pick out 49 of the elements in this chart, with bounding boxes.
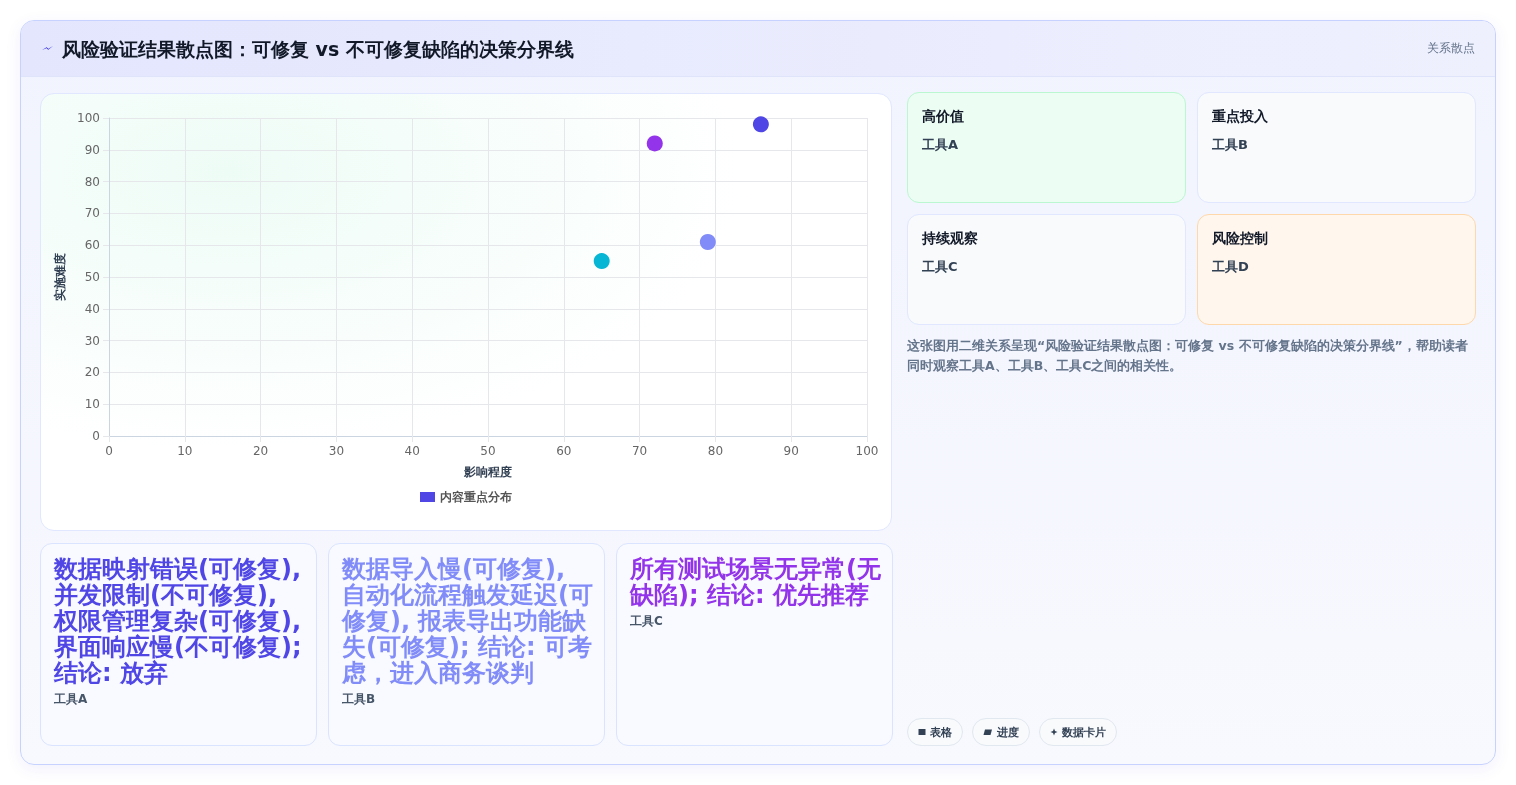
x-tick-label: 10 [177, 444, 193, 458]
text: 工具B [342, 691, 377, 707]
text: 风险控制 [1212, 230, 1268, 248]
point [646, 135, 663, 152]
x-tick-label: 100 [855, 444, 879, 458]
y-tick-label: 30 [84, 333, 100, 348]
point [699, 234, 716, 251]
text: 数据映射错误(可修复), 并发限制(不可修复), 权限管理复杂(可修复), 界面响应慢(不可修复); 结论: 放弃 [54, 555, 303, 687]
y-tick-label: 90 [84, 142, 100, 157]
text: 工具B [1212, 136, 1248, 154]
text: 高价值 [922, 108, 964, 126]
x-tick-label: 30 [328, 444, 345, 458]
x-tick-label: 20 [252, 444, 269, 458]
x-tick-label: 70 [631, 444, 648, 458]
text: 持续观察 [922, 230, 978, 248]
text: 工具C [922, 258, 958, 276]
y-axis-title: 实施难度 [53, 253, 68, 301]
x-tick-label: 60 [556, 444, 572, 458]
y-tick-label: 70 [84, 206, 100, 221]
text: 数据卡片 [1062, 724, 1106, 740]
y-tick-label: 60 [84, 238, 100, 253]
text: 工具D [1212, 258, 1249, 276]
y-tick-label: 80 [84, 174, 100, 189]
x-tick-label: 90 [783, 444, 799, 458]
y-tick-label: 40 [84, 301, 100, 316]
text: 重点投入 [1212, 108, 1268, 126]
text: 工具C [630, 613, 664, 629]
x-axis-title: 影响程度 [463, 465, 512, 479]
y-tick-label: 50 [84, 270, 100, 284]
text: 工具A [922, 136, 959, 154]
x-tick-label: 80 [707, 444, 724, 458]
text: 表格 [930, 724, 952, 740]
text: 工具A [54, 691, 89, 707]
x-tick-label: 0 [105, 444, 113, 458]
y-tick-label: 20 [84, 365, 100, 380]
point [593, 253, 610, 270]
text: 进度 [997, 724, 1019, 740]
text: 数据导入慢(可修复), 自动化流程触发延迟(可修复), 报表导出功能缺失(可修复); 结论: 可考虑，进入商务谈判 [342, 555, 594, 687]
y-tick-label: 100 [77, 111, 100, 125]
y-tick-label: 0 [92, 429, 100, 443]
y-tick-label: 10 [84, 397, 100, 412]
text: 所有测试场景无异常(无缺陷); 结论: 优先推荐 [630, 555, 882, 609]
x-tick-label: 50 [480, 444, 496, 458]
text: 这张图用二维关系呈现“风险验证结果散点图：可修复 vs 不可修复缺陷的决策分界线”，帮助读者同时观察工具A、工具B、工具C之间的相关性。 [907, 337, 1469, 375]
point [752, 116, 769, 133]
text: 关系散点 [1427, 40, 1475, 56]
legend-label: 内容重点分布 [440, 490, 512, 504]
chart-title: 风险验证结果散点图：可修复 vs 不可修复缺陷的决策分界线 [62, 37, 574, 61]
x-tick-label: 40 [404, 444, 420, 458]
